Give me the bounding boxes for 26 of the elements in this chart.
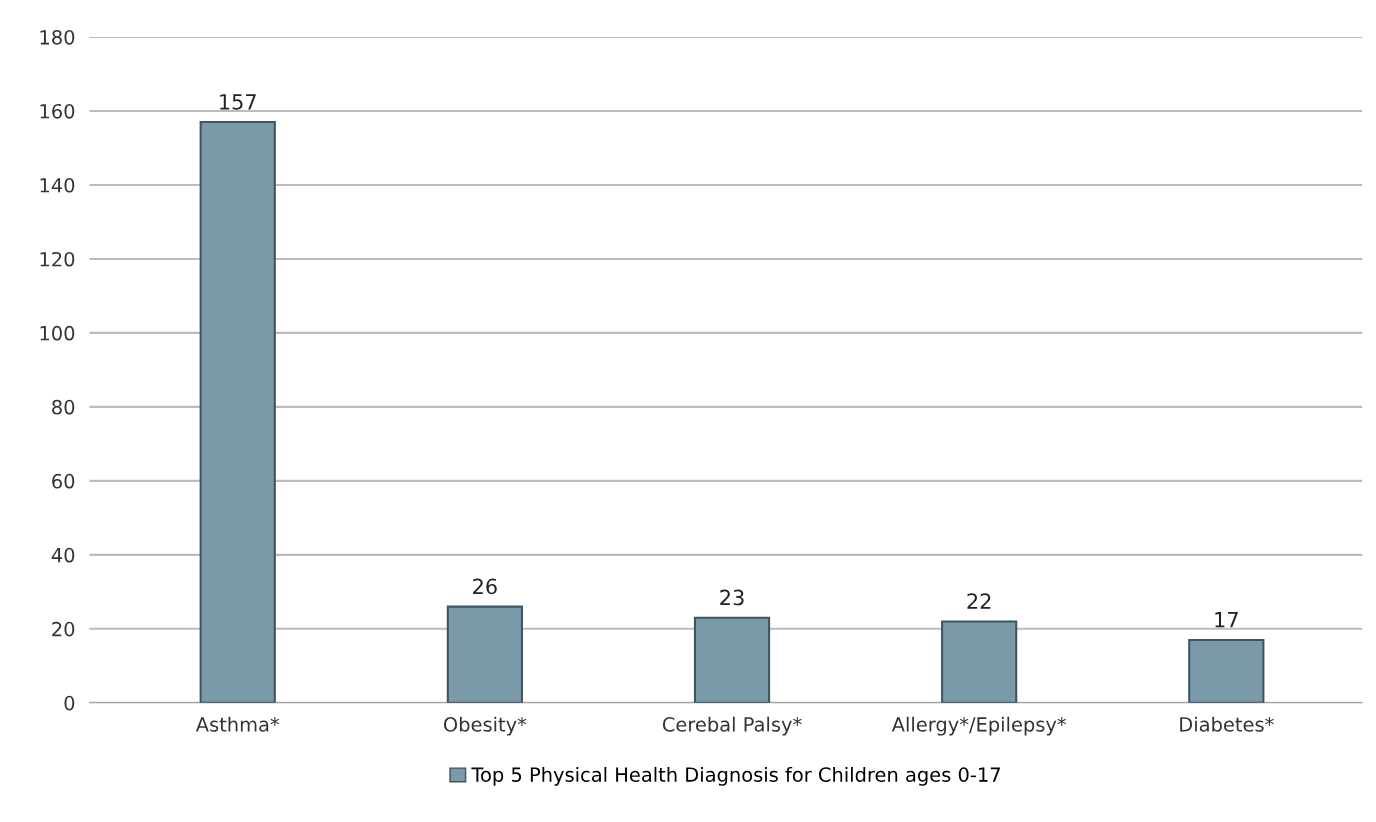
y-tick-label: 60	[52, 473, 75, 489]
data-label: 157	[220, 94, 256, 110]
y-tick-label: 180	[40, 29, 75, 45]
legend-label: Top 5 Physical Health Diagnosis for Children ages 0-17	[471, 766, 1000, 786]
bar	[693, 616, 771, 703]
data-label: 23	[720, 589, 744, 606]
x-tick-label: Asthma*	[195, 716, 280, 732]
bar	[199, 121, 276, 703]
y-tick-label: 160	[40, 103, 75, 119]
bar	[1188, 638, 1265, 703]
y-tick-label: 0	[64, 695, 75, 711]
data-label: 22	[967, 593, 991, 609]
y-tick-label: 40	[51, 547, 75, 563]
data-label: 17	[1215, 612, 1238, 628]
bar	[941, 620, 1018, 703]
y-tick-label: 140	[40, 177, 75, 193]
x-tick-label: Cerebal Palsy*	[662, 716, 802, 736]
x-tick-label: Diabetes*	[1180, 716, 1274, 732]
bar	[446, 605, 523, 703]
y-tick-label: 120	[40, 251, 75, 267]
y-tick-label: 20	[52, 621, 75, 637]
data-label: 26	[473, 578, 497, 595]
y-tick-label: 80	[52, 399, 75, 415]
y-tick-label: 100	[40, 325, 75, 341]
x-tick-label: Allergy*/Epilepsy*	[891, 716, 1067, 736]
x-tick-label: Obesity*	[443, 716, 527, 736]
